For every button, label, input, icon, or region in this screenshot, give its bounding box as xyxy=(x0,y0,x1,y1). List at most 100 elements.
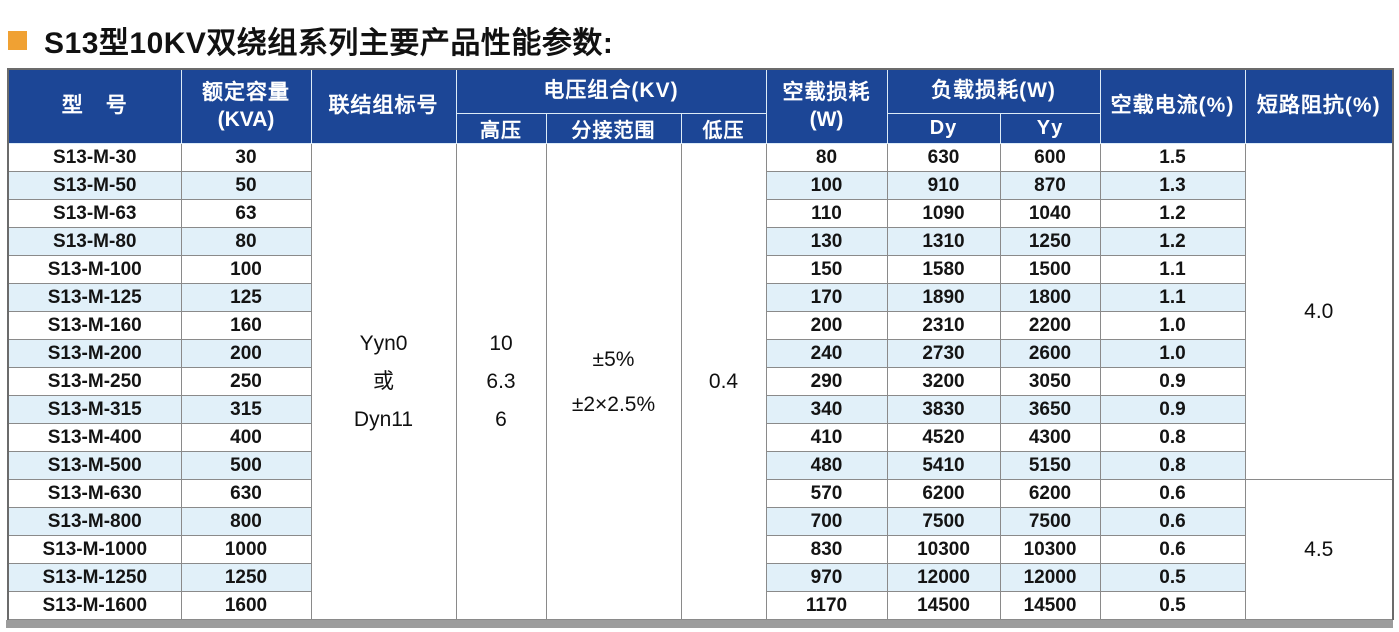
no-load-loss-cell: 110 xyxy=(765,199,888,228)
no-load-current-cell: 1.5 xyxy=(1099,143,1246,172)
no-load-current-cell: 0.6 xyxy=(1099,479,1246,508)
load-loss-dy-cell: 630 xyxy=(886,143,1001,172)
rated-capacity-cell: 400 xyxy=(180,423,312,452)
rated-capacity-cell: 315 xyxy=(180,395,312,424)
load-loss-yy-cell: 1500 xyxy=(999,255,1101,284)
no-load-loss-cell: 130 xyxy=(765,227,888,256)
load-loss-dy-cell: 5410 xyxy=(886,451,1001,480)
col-header-yy: Yy xyxy=(999,113,1101,144)
rated-capacity-cell: 30 xyxy=(180,143,312,172)
model-cell: S13-M-63 xyxy=(7,199,182,228)
load-loss-dy-cell: 1310 xyxy=(886,227,1001,256)
col-header-no-load-current-label: 空载电流(%) xyxy=(1110,94,1235,118)
table-body: S13-M-30 30 Yyn0 或 Dyn11 10 6.3 6 ±5% ±2×2.5% 0.4 8… xyxy=(7,143,1394,620)
model-cell: S13-M-1250 xyxy=(7,563,182,592)
col-header-capacity-label: 额定容量 xyxy=(202,81,290,105)
no-load-loss-cell: 1170 xyxy=(765,591,888,620)
load-loss-yy-cell: 14500 xyxy=(999,591,1101,620)
short-circuit-impedance-cell: 4.0 xyxy=(1244,143,1394,480)
col-header-capacity-unit: (KVA) xyxy=(217,107,275,131)
load-loss-yy-cell: 600 xyxy=(999,143,1101,172)
table-row: S13-M-200 200 240 2730 2600 1.0 xyxy=(7,339,1393,368)
col-header-no-load-loss-label: 空载损耗 xyxy=(782,81,871,105)
no-load-current-cell: 0.9 xyxy=(1099,367,1246,396)
tap-range-cell: ±5% ±2×2.5% xyxy=(545,143,682,620)
no-load-loss-cell: 200 xyxy=(765,311,888,340)
short-circuit-impedance-cell: 4.5 xyxy=(1244,479,1394,620)
table-bottom-border xyxy=(6,620,1393,628)
rated-capacity-cell: 100 xyxy=(180,255,312,284)
col-header-load-loss-label: 负载损耗(W) xyxy=(931,79,1056,103)
table-row: S13-M-1000 1000 830 10300 10300 0.6 xyxy=(7,535,1393,564)
rated-capacity-cell: 160 xyxy=(180,311,312,340)
load-loss-yy-cell: 4300 xyxy=(999,423,1101,452)
no-load-loss-cell: 80 xyxy=(765,143,888,172)
table-row: S13-M-800 800 700 7500 7500 0.6 xyxy=(7,507,1393,536)
no-load-current-cell: 0.6 xyxy=(1099,535,1246,564)
model-cell: S13-M-200 xyxy=(7,339,182,368)
no-load-current-cell: 1.2 xyxy=(1099,199,1246,228)
title-row: S13型10KV双绕组系列主要产品性能参数: xyxy=(0,0,1399,60)
rated-capacity-cell: 630 xyxy=(180,479,312,508)
model-cell: S13-M-125 xyxy=(7,283,182,312)
col-header-short-circuit-impedance-label: 短路阻抗(%) xyxy=(1256,94,1381,118)
page-title: S13型10KV双绕组系列主要产品性能参数: xyxy=(44,27,614,60)
col-header-model-label: 型 号 xyxy=(61,94,128,118)
rated-capacity-cell: 200 xyxy=(180,339,312,368)
no-load-current-cell: 1.3 xyxy=(1099,171,1246,200)
load-loss-dy-cell: 3200 xyxy=(886,367,1001,396)
no-load-loss-cell: 830 xyxy=(765,535,888,564)
model-cell: S13-M-800 xyxy=(7,507,182,536)
col-header-no-load-current: 空载电流(%) xyxy=(1099,68,1246,144)
table-row: S13-M-160 160 200 2310 2200 1.0 xyxy=(7,311,1393,340)
load-loss-yy-cell: 1800 xyxy=(999,283,1101,312)
load-loss-dy-cell: 2730 xyxy=(886,339,1001,368)
load-loss-dy-cell: 1580 xyxy=(886,255,1001,284)
table-row: S13-M-30 30 Yyn0 或 Dyn11 10 6.3 6 ±5% ±2×2.5% 0.4 8… xyxy=(7,143,1394,620)
load-loss-yy-cell: 10300 xyxy=(999,535,1101,564)
rated-capacity-cell: 80 xyxy=(180,227,312,256)
no-load-current-cell: 0.6 xyxy=(1099,507,1246,536)
no-load-loss-cell: 410 xyxy=(765,423,888,452)
no-load-loss-cell: 340 xyxy=(765,395,888,424)
load-loss-yy-cell: 12000 xyxy=(999,563,1101,592)
col-header-voltage-group-label: 电压组合(KV) xyxy=(543,79,679,103)
table-row: S13-M-500 500 480 5410 5150 0.8 xyxy=(7,451,1393,480)
model-cell: S13-M-80 xyxy=(7,227,182,256)
rated-capacity-cell: 250 xyxy=(180,367,312,396)
load-loss-yy-cell: 1250 xyxy=(999,227,1101,256)
no-load-current-cell: 0.5 xyxy=(1099,563,1246,592)
table-row: S13-M-1600 1600 1170 14500 14500 0.5 xyxy=(7,591,1393,620)
title-bullet-icon xyxy=(8,30,27,50)
model-cell: S13-M-400 xyxy=(7,423,182,452)
model-cell: S13-M-315 xyxy=(7,395,182,424)
model-cell: S13-M-500 xyxy=(7,451,182,480)
no-load-current-cell: 0.8 xyxy=(1099,423,1246,452)
no-load-current-cell: 1.0 xyxy=(1099,339,1246,368)
no-load-loss-cell: 700 xyxy=(765,507,888,536)
table-row: S13-M-315 315 340 3830 3650 0.9 xyxy=(7,395,1393,424)
load-loss-yy-cell: 2200 xyxy=(999,311,1101,340)
model-cell: S13-M-630 xyxy=(7,479,182,508)
model-cell: S13-M-160 xyxy=(7,311,182,340)
load-loss-dy-cell: 1890 xyxy=(886,283,1001,312)
rated-capacity-cell: 125 xyxy=(180,283,312,312)
connection-group-cell: Yyn0 或 Dyn11 xyxy=(310,143,457,620)
col-header-lv: 低压 xyxy=(680,113,767,144)
load-loss-dy-cell: 12000 xyxy=(886,563,1001,592)
col-header-short-circuit-impedance: 短路阻抗(%) xyxy=(1244,68,1394,144)
low-voltage-cell: 0.4 xyxy=(680,143,767,620)
load-loss-yy-cell: 1040 xyxy=(999,199,1101,228)
load-loss-dy-cell: 4520 xyxy=(886,423,1001,452)
table-row: S13-M-400 400 410 4520 4300 0.8 xyxy=(7,423,1393,452)
load-loss-dy-cell: 10300 xyxy=(886,535,1001,564)
col-header-no-load-loss: 空载损耗 (W) xyxy=(765,68,888,144)
rated-capacity-cell: 63 xyxy=(180,199,312,228)
col-header-hv: 高压 xyxy=(455,113,547,144)
load-loss-dy-cell: 910 xyxy=(886,171,1001,200)
no-load-loss-cell: 570 xyxy=(765,479,888,508)
rated-capacity-cell: 1600 xyxy=(180,591,312,620)
table-row: S13-M-63 63 110 1090 1040 1.2 xyxy=(7,199,1393,228)
no-load-loss-cell: 170 xyxy=(765,283,888,312)
col-header-tap-range: 分接范围 xyxy=(545,113,682,144)
